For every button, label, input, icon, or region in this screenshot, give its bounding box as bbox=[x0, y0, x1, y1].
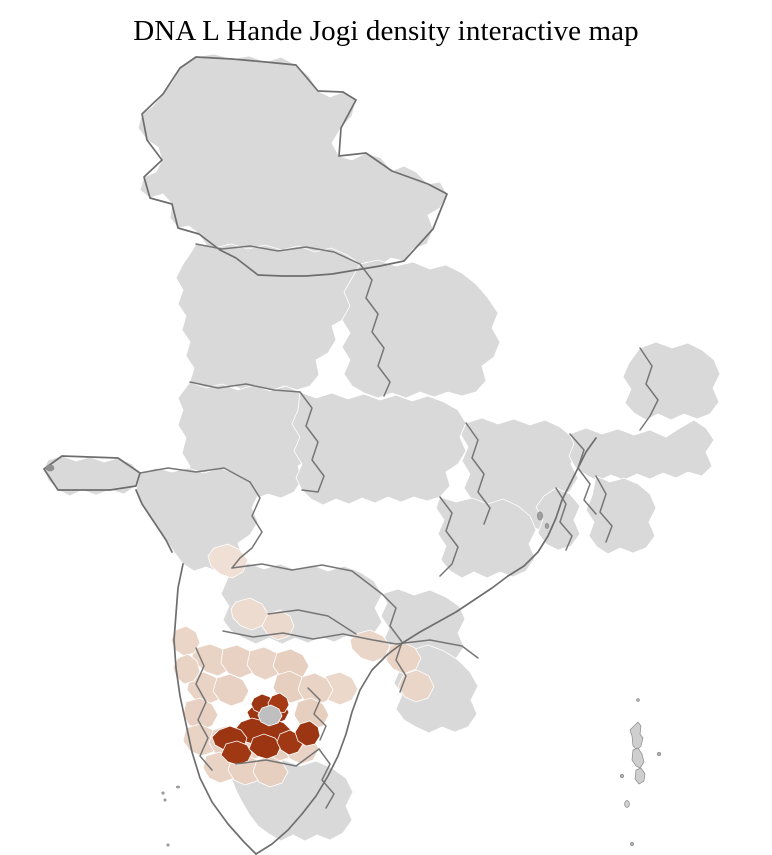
map-districts-nodata[interactable] bbox=[44, 54, 720, 841]
map-districts-shaded-low[interactable] bbox=[208, 544, 434, 705]
page-title: DNA L Hande Jogi density interactive map bbox=[133, 14, 639, 47]
map-enclave-nodata[interactable] bbox=[258, 705, 282, 726]
india-map-svg[interactable] bbox=[0, 48, 772, 855]
andaman-nicobar-islands[interactable] bbox=[620, 699, 661, 855]
map-state-boundaries bbox=[140, 244, 658, 808]
map-canvas[interactable] bbox=[0, 48, 772, 855]
map-coastline bbox=[44, 57, 596, 854]
lakshadweep-islands[interactable] bbox=[162, 786, 180, 846]
map-districts-hotspot[interactable] bbox=[212, 693, 320, 765]
minor-coast-specks bbox=[46, 465, 549, 529]
